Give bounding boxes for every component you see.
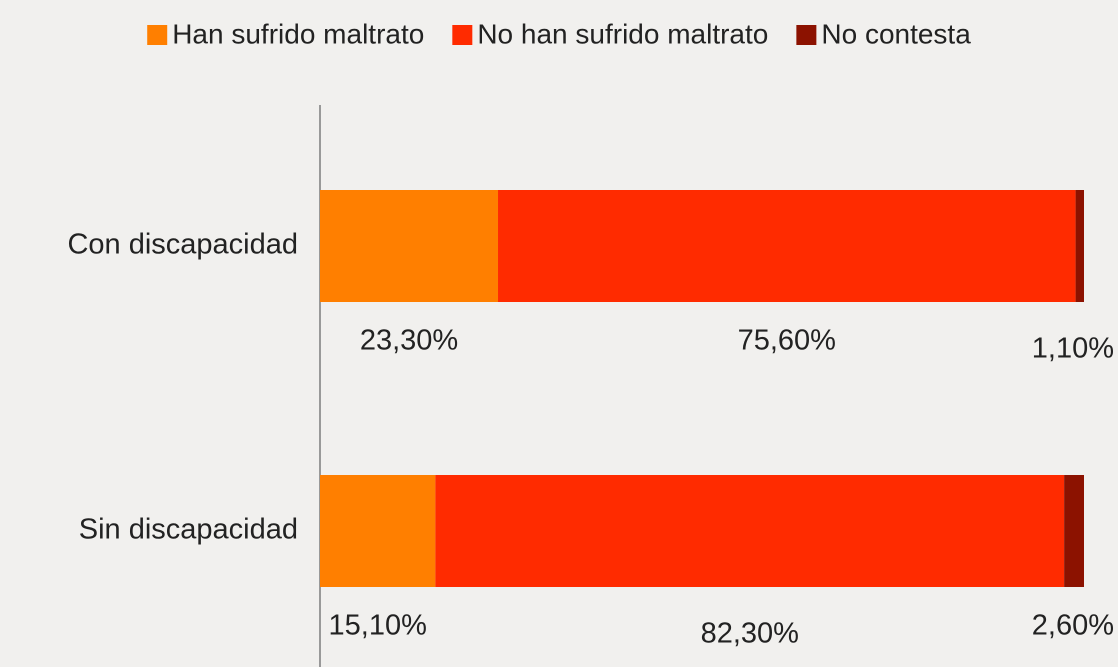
category-label: Con discapacidad <box>67 229 298 261</box>
value-label: 1,10% <box>1032 333 1114 365</box>
value-label: 15,10% <box>329 610 427 642</box>
bar-segment <box>1075 190 1084 302</box>
category-label: Sin discapacidad <box>79 514 298 546</box>
legend-swatch <box>796 25 817 45</box>
legend-label: Han sufrido maltrato <box>172 18 424 49</box>
value-label: 2,60% <box>1032 610 1114 642</box>
legend-swatch <box>452 25 473 45</box>
value-label: 75,60% <box>738 325 836 357</box>
bar-segment <box>320 475 436 587</box>
bar-segment <box>498 190 1076 302</box>
bar-segment <box>1064 475 1084 587</box>
value-label: 82,30% <box>701 618 799 650</box>
value-label: 23,30% <box>360 325 458 357</box>
legend-label: No han sufrido maltrato <box>477 18 768 49</box>
legend: Han sufrido maltrato No han sufrido maltr… <box>147 18 971 49</box>
legend-swatch <box>147 25 168 45</box>
legend-label: No contesta <box>821 18 971 49</box>
bar-segment <box>435 475 1065 587</box>
bar-segment <box>320 190 499 302</box>
